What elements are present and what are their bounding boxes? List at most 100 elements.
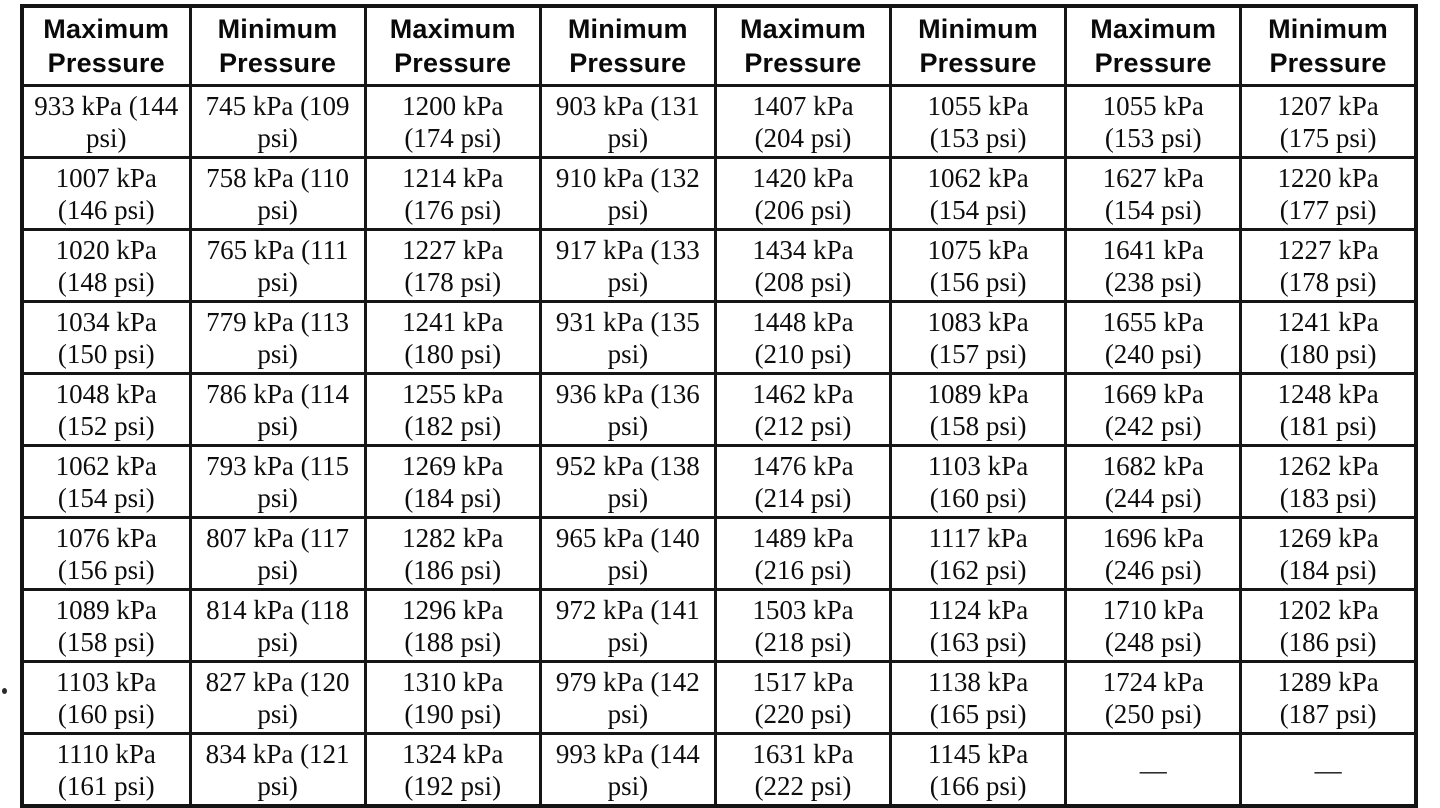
table-row: 1076 kPa (156 psi) 807 kPa (117 psi) 1282 … [20, 516, 1418, 591]
table-body: 933 kPa (144 psi) 745 kPa (109 psi) 1200 k… [20, 84, 1418, 808]
table-row: 1062 kPa (154 psi) 793 kPa (115 psi) 1269 … [20, 444, 1418, 519]
table-row: 1020 kPa (148 psi) 765 kPa (111 psi) 1227 … [20, 228, 1418, 303]
pressure-cell: 1227 kPa (178 psi) [363, 228, 542, 303]
pressure-cell: — [1064, 732, 1243, 808]
pressure-cell: 903 kPa (131 psi) [538, 84, 717, 159]
table-row: 933 kPa (144 psi) 745 kPa (109 psi) 1200 k… [20, 84, 1418, 159]
pressure-cell: 979 kPa (142 psi) [538, 660, 717, 735]
pressure-cell: 1214 kPa (176 psi) [363, 156, 542, 231]
header-minimum-pressure-1: Minimum Pressure [188, 4, 367, 87]
pressure-cell: 993 kPa (144 psi) [538, 732, 717, 808]
pressure-cell: 807 kPa (117 psi) [188, 516, 367, 591]
pressure-cell: 1655 kPa (240 psi) [1064, 300, 1243, 375]
pressure-cell: 1103 kPa (160 psi) [20, 660, 192, 735]
pressure-cell: 1202 kPa (186 psi) [1239, 588, 1418, 663]
pressure-cell: 1448 kPa (210 psi) [713, 300, 893, 375]
header-maximum-pressure-4: Maximum Pressure [1064, 4, 1243, 87]
table-row: 1110 kPa (161 psi) 834 kPa (121 psi) 1324 … [20, 732, 1418, 808]
pressure-cell: 1476 kPa (214 psi) [713, 444, 893, 519]
pressure-cell: 834 kPa (121 psi) [188, 732, 367, 808]
pressure-table: Maximum Pressure Minimum Pressure Maximu… [20, 4, 1418, 808]
pressure-cell: 1075 kPa (156 psi) [888, 228, 1068, 303]
pressure-cell: 1269 kPa (184 psi) [363, 444, 542, 519]
pressure-cell: 1669 kPa (242 psi) [1064, 372, 1243, 447]
pressure-cell: 1048 kPa (152 psi) [20, 372, 192, 447]
pressure-cell: 965 kPa (140 psi) [538, 516, 717, 591]
pressure-cell: 1503 kPa (218 psi) [713, 588, 893, 663]
pressure-cell: 758 kPa (110 psi) [188, 156, 367, 231]
pressure-cell: 1124 kPa (163 psi) [888, 588, 1068, 663]
pressure-cell: 1434 kPa (208 psi) [713, 228, 893, 303]
pressure-cell: 786 kPa (114 psi) [188, 372, 367, 447]
pressure-cell: 1145 kPa (166 psi) [888, 732, 1068, 808]
pressure-cell: 1089 kPa (158 psi) [20, 588, 192, 663]
header-minimum-pressure-3: Minimum Pressure [888, 4, 1068, 87]
pressure-cell: 814 kPa (118 psi) [188, 588, 367, 663]
pressure-cell: 793 kPa (115 psi) [188, 444, 367, 519]
pressure-cell: 1248 kPa (181 psi) [1239, 372, 1418, 447]
pressure-cell: 1055 kPa (153 psi) [1064, 84, 1243, 159]
pressure-cell: 1462 kPa (212 psi) [713, 372, 893, 447]
pressure-cell: 1055 kPa (153 psi) [888, 84, 1068, 159]
pressure-cell: 1020 kPa (148 psi) [20, 228, 192, 303]
pressure-cell: 1296 kPa (188 psi) [363, 588, 542, 663]
pressure-cell: 1200 kPa (174 psi) [363, 84, 542, 159]
table-row: 1103 kPa (160 psi) 827 kPa (120 psi) 1310 … [20, 660, 1418, 735]
pressure-cell: 936 kPa (136 psi) [538, 372, 717, 447]
pressure-cell: 972 kPa (141 psi) [538, 588, 717, 663]
pressure-cell: 1138 kPa (165 psi) [888, 660, 1068, 735]
pressure-cell: 1641 kPa (238 psi) [1064, 228, 1243, 303]
pressure-cell: 1103 kPa (160 psi) [888, 444, 1068, 519]
pressure-cell: — [1239, 732, 1418, 808]
table-row: 1089 kPa (158 psi) 814 kPa (118 psi) 1296 … [20, 588, 1418, 663]
pressure-cell: 931 kPa (135 psi) [538, 300, 717, 375]
pressure-cell: 1407 kPa (204 psi) [713, 84, 893, 159]
pressure-cell: 917 kPa (133 psi) [538, 228, 717, 303]
header-maximum-pressure-2: Maximum Pressure [363, 4, 542, 87]
header-maximum-pressure-1: Maximum Pressure [20, 4, 192, 87]
pressure-cell: 745 kPa (109 psi) [188, 84, 367, 159]
pressure-cell: 765 kPa (111 psi) [188, 228, 367, 303]
table-row: 1048 kPa (152 psi) 786 kPa (114 psi) 1255 … [20, 372, 1418, 447]
pressure-cell: 1269 kPa (184 psi) [1239, 516, 1418, 591]
header-minimum-pressure-2: Minimum Pressure [538, 4, 717, 87]
scan-artifact-dot [2, 688, 7, 694]
header-maximum-pressure-3: Maximum Pressure [713, 4, 893, 87]
pressure-cell: 1083 kPa (157 psi) [888, 300, 1068, 375]
header-minimum-pressure-4: Minimum Pressure [1239, 4, 1418, 87]
pressure-cell: 1117 kPa (162 psi) [888, 516, 1068, 591]
pressure-cell: 1007 kPa (146 psi) [20, 156, 192, 231]
pressure-cell: 1207 kPa (175 psi) [1239, 84, 1418, 159]
header-row: Maximum Pressure Minimum Pressure Maximu… [20, 4, 1418, 87]
pressure-cell: 1282 kPa (186 psi) [363, 516, 542, 591]
pressure-cell: 1110 kPa (161 psi) [20, 732, 192, 808]
pressure-cell: 910 kPa (132 psi) [538, 156, 717, 231]
pressure-cell: 1255 kPa (182 psi) [363, 372, 542, 447]
pressure-cell: 1262 kPa (183 psi) [1239, 444, 1418, 519]
pressure-cell: 1517 kPa (220 psi) [713, 660, 893, 735]
pressure-cell: 1241 kPa (180 psi) [1239, 300, 1418, 375]
pressure-cell: 1034 kPa (150 psi) [20, 300, 192, 375]
pressure-cell: 779 kPa (113 psi) [188, 300, 367, 375]
table-row: 1007 kPa (146 psi) 758 kPa (110 psi) 1214 … [20, 156, 1418, 231]
pressure-cell: 1241 kPa (180 psi) [363, 300, 542, 375]
pressure-cell: 1710 kPa (248 psi) [1064, 588, 1243, 663]
pressure-cell: 1310 kPa (190 psi) [363, 660, 542, 735]
pressure-cell: 1696 kPa (246 psi) [1064, 516, 1243, 591]
table-header: Maximum Pressure Minimum Pressure Maximu… [20, 4, 1418, 87]
pressure-cell: 1089 kPa (158 psi) [888, 372, 1068, 447]
pressure-cell: 1062 kPa (154 psi) [888, 156, 1068, 231]
pressure-cell: 1227 kPa (178 psi) [1239, 228, 1418, 303]
pressure-cell: 1627 kPa (154 psi) [1064, 156, 1243, 231]
table-row: 1034 kPa (150 psi) 779 kPa (113 psi) 1241 … [20, 300, 1418, 375]
pressure-cell: 1076 kPa (156 psi) [20, 516, 192, 591]
pressure-cell: 1289 kPa (187 psi) [1239, 660, 1418, 735]
pressure-cell: 933 kPa (144 psi) [20, 84, 192, 159]
pressure-cell: 1724 kPa (250 psi) [1064, 660, 1243, 735]
pressure-cell: 1682 kPa (244 psi) [1064, 444, 1243, 519]
pressure-cell: 827 kPa (120 psi) [188, 660, 367, 735]
pressure-cell: 1220 kPa (177 psi) [1239, 156, 1418, 231]
pressure-cell: 1062 kPa (154 psi) [20, 444, 192, 519]
pressure-cell: 1489 kPa (216 psi) [713, 516, 893, 591]
